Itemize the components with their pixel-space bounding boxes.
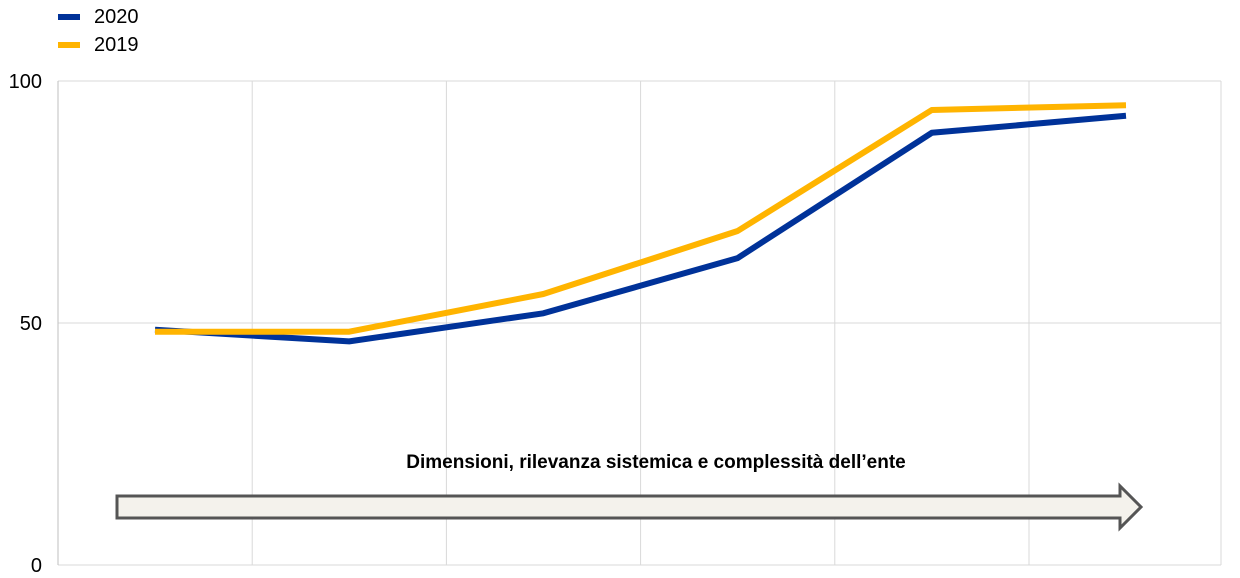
annotation: Dimensioni, rilevanza sistemica e comple…: [115, 452, 1144, 532]
legend-swatch-2019: [58, 42, 80, 48]
legend: 2020 2019: [58, 3, 139, 59]
y-tick-label: 50: [20, 313, 42, 335]
series-lines: [154, 102, 1127, 345]
legend-label-2020: 2020: [94, 5, 139, 28]
direction-arrow: [115, 482, 1144, 532]
series-line-2020: [154, 112, 1127, 345]
series-line-2019: [155, 102, 1127, 335]
y-tick-label: 100: [9, 71, 42, 93]
legend-swatch-2020: [58, 14, 80, 20]
gridlines: [57, 80, 1222, 566]
legend-item-2020: 2020: [58, 3, 139, 31]
legend-label-2019: 2019: [94, 33, 139, 56]
annotation-text: Dimensioni, rilevanza sistemica e comple…: [406, 452, 905, 473]
axis: 0 50 100: [9, 71, 59, 577]
legend-item-2019: 2019: [58, 31, 139, 59]
y-tick-label: 0: [31, 555, 42, 577]
